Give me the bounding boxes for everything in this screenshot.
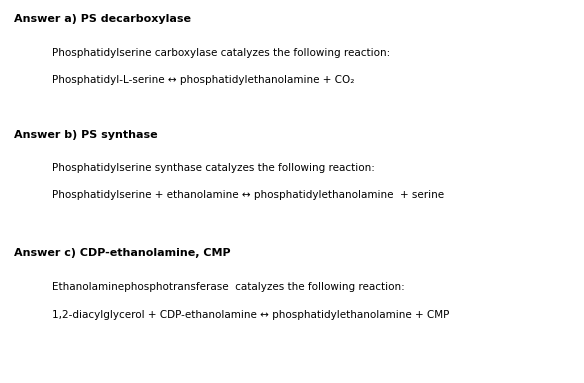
Text: Ethanolaminephosphotransferase  catalyzes the following reaction:: Ethanolaminephosphotransferase catalyzes…: [52, 282, 405, 292]
Text: Answer b) PS synthase: Answer b) PS synthase: [14, 130, 158, 140]
Text: Phosphatidylserine + ethanolamine ↔ phosphatidylethanolamine  + serine: Phosphatidylserine + ethanolamine ↔ phos…: [52, 190, 444, 200]
Text: 1,2-diacylglycerol + CDP-ethanolamine ↔ phosphatidylethanolamine + CMP: 1,2-diacylglycerol + CDP-ethanolamine ↔ …: [52, 310, 449, 320]
Text: Phosphatidylserine synthase catalyzes the following reaction:: Phosphatidylserine synthase catalyzes th…: [52, 163, 375, 173]
Text: Phosphatidyl-L-serine ↔ phosphatidylethanolamine + CO₂: Phosphatidyl-L-serine ↔ phosphatidyletha…: [52, 75, 354, 85]
Text: Answer a) PS decarboxylase: Answer a) PS decarboxylase: [14, 14, 191, 24]
Text: Answer c) CDP-ethanolamine, CMP: Answer c) CDP-ethanolamine, CMP: [14, 248, 231, 258]
Text: Phosphatidylserine carboxylase catalyzes the following reaction:: Phosphatidylserine carboxylase catalyzes…: [52, 48, 390, 58]
